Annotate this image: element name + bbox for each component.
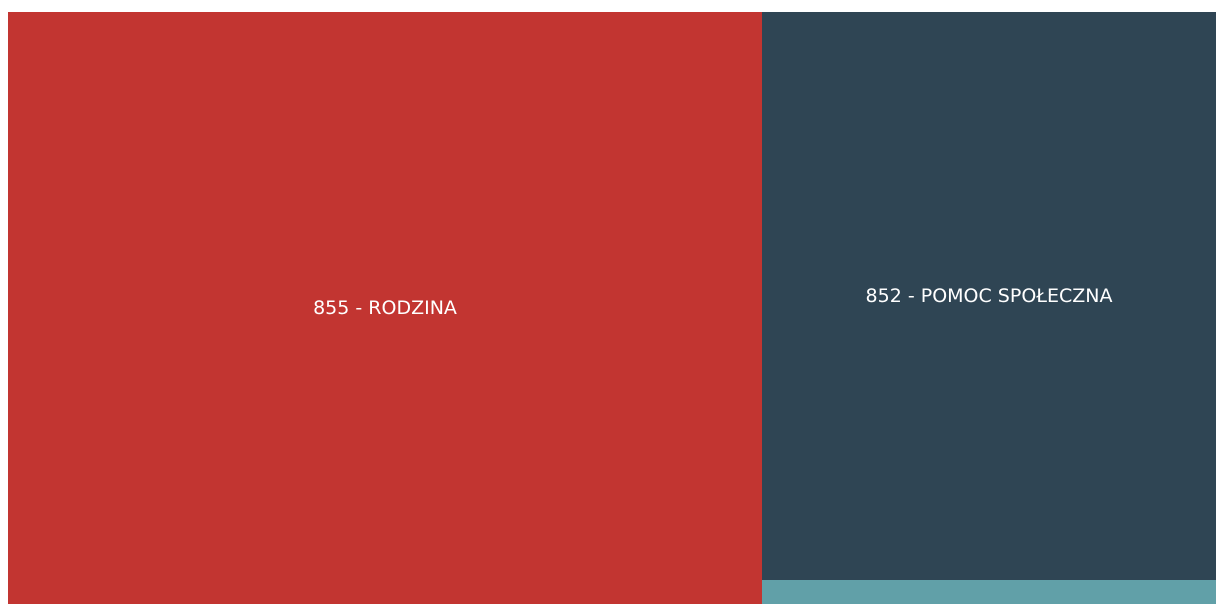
- tile[interactable]: 855 - RODZINA: [8, 12, 762, 604]
- tile-label: 852 - POMOC SPOŁECZNA: [865, 285, 1113, 307]
- tile-label: 855 - RODZINA: [313, 297, 457, 319]
- tile[interactable]: 852 - POMOC SPOŁECZNA: [762, 12, 1216, 580]
- tile[interactable]: [762, 580, 1216, 604]
